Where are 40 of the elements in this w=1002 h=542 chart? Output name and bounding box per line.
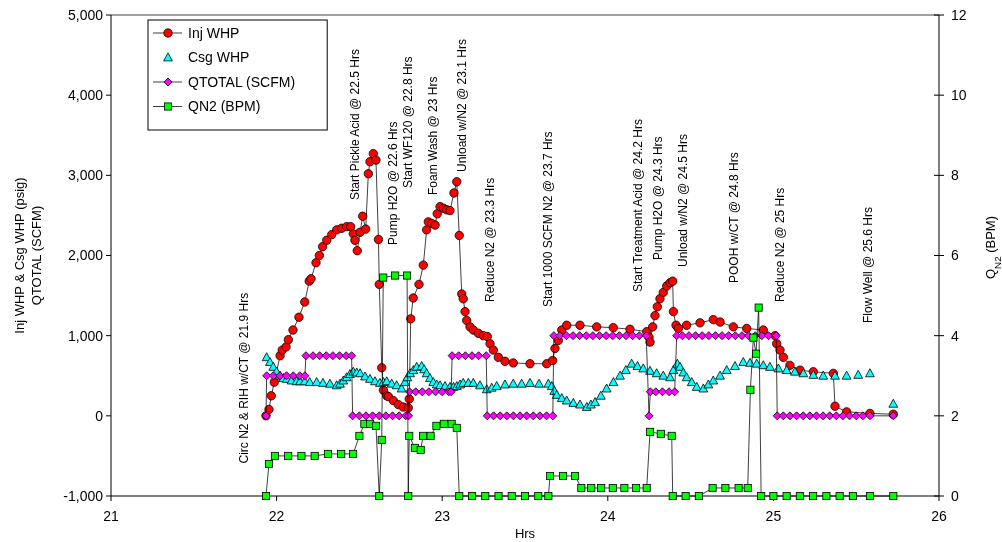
y-tick-label: 5,000 — [67, 6, 104, 23]
annotation: Reduce N2 @ 25 Hrs — [773, 187, 788, 302]
legend-label: Csg WHP — [188, 49, 250, 66]
x-tick-label: 21 — [103, 508, 119, 524]
annotation: Start 1000 SCFM N2 @ 23.7 Hrs — [541, 131, 556, 307]
legend-label: QN2 (BPM) — [188, 98, 261, 115]
y-tick-label: 2,000 — [67, 247, 104, 264]
annotation: Circ N2 & RIH w/CT @ 21.9 Hrs — [236, 292, 251, 464]
y2-tick-label: 2 — [951, 407, 959, 424]
y2-tick-label: 10 — [951, 87, 967, 104]
annotation: POOH w/CT @ 24.8 Hrs — [726, 152, 741, 283]
annotation: Start Treatment Acid @ 24.2 Hrs — [630, 119, 645, 292]
annotation: Unload w/N2 @ 24.5 Hrs — [675, 134, 690, 267]
y-tick-label: -1,000 — [63, 487, 104, 504]
y2-tick-label: 6 — [951, 247, 959, 264]
x-tick-label: 23 — [434, 508, 451, 524]
legend-label: Inj WHP — [188, 24, 240, 41]
annotation: Start WF120 @ 22.8 Hrs — [400, 56, 415, 188]
x-tick-label: 26 — [931, 508, 947, 524]
annotation: Reduce N2 @ 23.3 Hrs — [483, 177, 498, 302]
annotation: Pump H2O @ 22.6 Hrs — [385, 121, 400, 245]
legend-label: QTOTAL (SCFM) — [188, 73, 296, 90]
annotation: Flow Well @ 25.6 Hrs — [861, 207, 876, 323]
y-tick-label: 3,000 — [67, 167, 104, 184]
y-tick-label: 4,000 — [67, 87, 104, 104]
annotation: Foam Wash @ 23 Hrs — [425, 76, 440, 195]
x-tick-label: 25 — [765, 508, 782, 524]
y2-tick-label: 12 — [951, 6, 967, 23]
x-axis-title: Hrs — [514, 526, 536, 541]
x-tick-label: 22 — [268, 508, 285, 524]
y-tick-label: 0 — [95, 407, 104, 424]
annotation: Start Pickle Acid @ 22.5 Hrs — [347, 49, 362, 200]
y2-tick-label: 4 — [951, 327, 959, 344]
y2-tick-label: 8 — [951, 167, 959, 184]
annotation: Pump H2O @ 24.3 Hrs — [650, 136, 665, 260]
y2-tick-label: 0 — [951, 487, 959, 504]
annotation: Unload w/N2 @ 23.1 Hrs — [455, 39, 470, 172]
x-tick-label: 24 — [600, 508, 616, 524]
y-axis-title: Inj WHP & Csg WHP (psig) QTOTAL (SCFM) — [11, 177, 44, 334]
y-tick-label: 1,000 — [67, 327, 104, 344]
